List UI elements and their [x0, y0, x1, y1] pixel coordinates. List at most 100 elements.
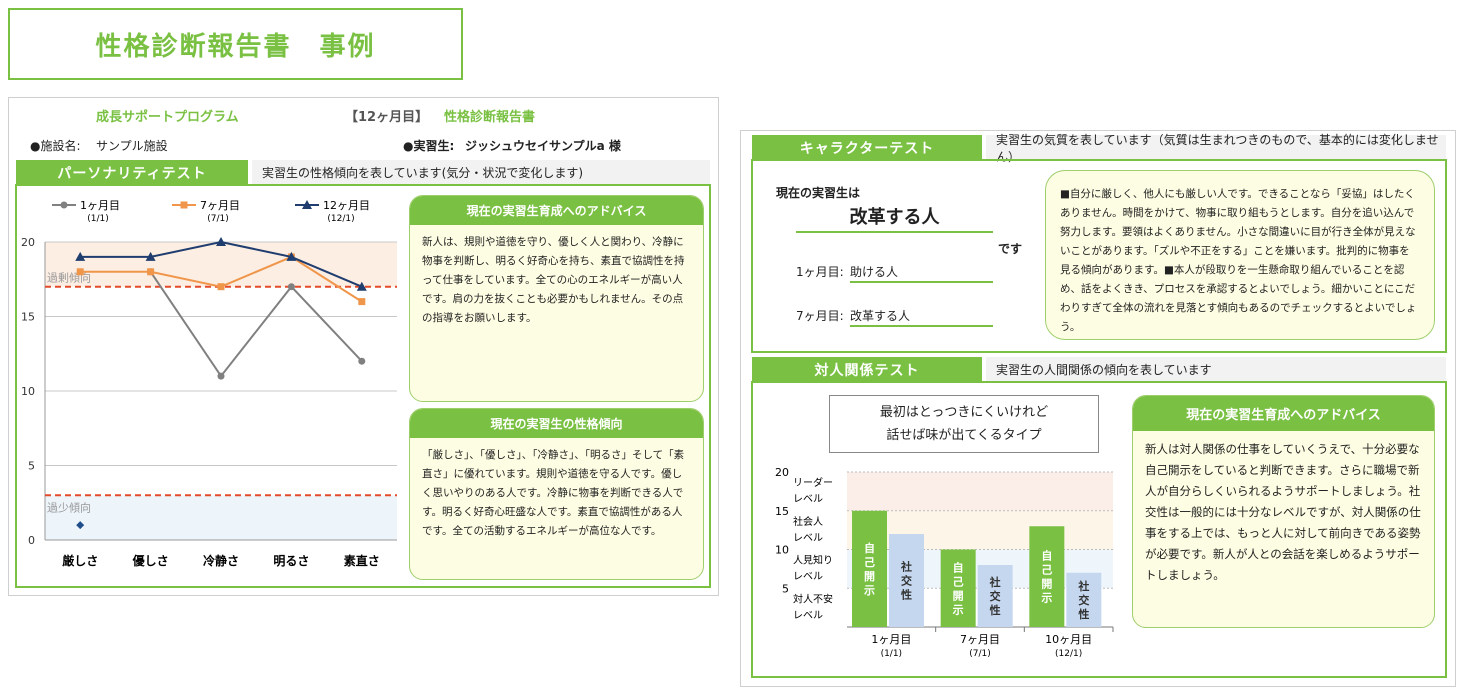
relation-advice-text: 新人は対人関係の仕事をしていくうえで、十分必要な自己開示をしていると判断できます… [1145, 442, 1421, 582]
facility-value: サンプル施設 [96, 139, 168, 153]
trait-card: 現在の実習生の性格傾向 「厳しさ」、「優しさ」、「冷静さ」、「明るさ」そして「素… [409, 408, 704, 580]
bar-label: 開 [1041, 578, 1052, 591]
month7-value: 改革する人 [850, 307, 993, 327]
legend-sublabel: (12/1) [327, 214, 354, 224]
y-tick-label: 5 [28, 460, 35, 473]
series-line-1month [149, 271, 363, 378]
page-title-box: 性格診断報告書 事例 [8, 8, 463, 80]
relation-type-line1: 最初はとっつきにくいけれど [879, 405, 1049, 420]
data-point [287, 283, 295, 291]
bar-label: 示 [952, 603, 964, 616]
data-point [147, 268, 155, 276]
data-point [145, 251, 156, 261]
bar-self-disclosure [940, 549, 976, 627]
bar-label: 社 [989, 575, 1001, 589]
level-label: レベル [793, 571, 823, 583]
relation-section [751, 381, 1447, 678]
bar-label: 示 [863, 584, 875, 597]
bar-label: 交 [901, 574, 912, 588]
x-tick-label: 明るさ [273, 554, 309, 568]
facility-label: ●施設名: [30, 139, 81, 153]
character-card: ■自分に厳しく、他人にも厳しい人です。できることなら「妥協」はしたくありません。… [1045, 170, 1435, 340]
month7-label: 7ヶ月目: [796, 309, 844, 323]
advice-card: 現在の実習生育成へのアドバイス 新人は、規則や道徳を守り、優しく人と関わり、冷静… [409, 195, 704, 402]
level-label: レベル [793, 493, 823, 505]
x-tick-sublabel: (7/1) [969, 649, 991, 659]
legend-sublabel: (1/1) [87, 214, 109, 224]
bar-label: 性 [901, 588, 912, 602]
data-point [76, 521, 85, 530]
bar-label: 開 [953, 589, 964, 602]
relation-advice-card: 現在の実習生育成へのアドバイス 新人は対人関係の仕事をしていくうえで、十分必要な… [1132, 395, 1435, 628]
x-tick-label: 冷静さ [203, 553, 239, 568]
relation-type-line2: 話せば味が出てくるタイプ [886, 428, 1042, 443]
data-point [286, 251, 297, 261]
bar-label: 己 [1041, 564, 1052, 577]
x-tick-label: 10ヶ月目 [1045, 633, 1092, 646]
trait-card-title: 現在の実習生の性格傾向 [410, 409, 703, 438]
character-card-text: ■自分に厳しく、他人にも厳しい人です。できることなら「妥協」はしたくありません。… [1060, 188, 1417, 333]
bar-self-disclosure [1029, 526, 1065, 627]
data-point [217, 372, 225, 380]
bar-label: 開 [864, 570, 875, 583]
level-label: 人見知り [793, 554, 833, 567]
character-description: 実習生の気質を表しています（気質は生まれつきのもので、基本的には変化しません） [986, 133, 1446, 164]
bar-label: 社 [1077, 579, 1089, 593]
personality-header: パーソナリティテスト [16, 160, 248, 185]
current-type: 改革する人 [796, 203, 993, 233]
x-tick-sublabel: (12/1) [1055, 649, 1082, 659]
level-label: レベル [793, 532, 823, 544]
relation-advice-title: 現在の実習生育成へのアドバイス [1133, 396, 1434, 431]
level-label: 社会人 [793, 515, 823, 528]
data-point [358, 298, 366, 306]
legend-marker [180, 201, 188, 209]
bar-label: 自 [864, 541, 875, 555]
data-point [76, 268, 84, 276]
bar-self-disclosure [852, 510, 887, 627]
y-tick-label: 15 [775, 505, 789, 518]
under-zone [45, 495, 397, 540]
level-band [847, 472, 1113, 511]
data-point [75, 251, 86, 261]
relation-description: 実習生の人間関係の傾向を表しています [986, 357, 1446, 382]
zone-over-label: 過剰傾向 [47, 271, 91, 285]
character-section [751, 159, 1447, 353]
bar-sociability [1066, 572, 1102, 627]
level-label: リーダー [793, 476, 833, 489]
advice-card-text: 新人は、規則や道徳を守り、優しく人と関わり、冷静に物事を判断し、明るく好奇心を持… [422, 236, 685, 324]
zone-under-label: 過少傾向 [47, 500, 91, 514]
character-header: キャラクターテスト [752, 135, 982, 160]
bar-label: 性 [990, 603, 1001, 617]
y-tick-label: 15 [21, 311, 35, 324]
personality-description: 実習生の性格傾向を表しています(気分・状況で変化します) [252, 160, 710, 185]
legend-label: 12ヶ月目 [323, 199, 370, 212]
y-tick-label: 5 [782, 582, 789, 595]
personality-section [15, 184, 711, 588]
page-title: 性格診断報告書 事例 [95, 31, 376, 62]
legend-sublabel: (7/1) [207, 214, 229, 224]
bar-label: 示 [1040, 592, 1052, 605]
y-tick-label: 20 [21, 236, 35, 249]
bar-label: 己 [864, 556, 875, 569]
bar-label: 性 [1078, 607, 1089, 621]
program-name: 成長サポートプログラム [96, 110, 239, 125]
data-point [216, 237, 226, 246]
bar-label: 交 [1078, 593, 1089, 607]
bar-label: 交 [990, 589, 1001, 603]
x-tick-label: 1ヶ月目 [871, 633, 911, 646]
y-tick-label: 0 [28, 534, 35, 547]
advice-card-title: 現在の実習生育成へのアドバイス [410, 196, 703, 225]
level-label: 対人不安 [793, 592, 833, 605]
x-tick-label: 厳しさ [62, 553, 98, 568]
bar-label: 社 [900, 560, 912, 574]
bar-sociability [889, 534, 924, 627]
desu-text: です [998, 242, 1023, 256]
x-tick-label: 優しさ [132, 553, 169, 568]
data-point [358, 357, 366, 365]
bar-label: 自 [953, 560, 964, 574]
legend-label: 7ヶ月目 [200, 199, 240, 212]
relation-type-box: 最初はとっつきにくいけれど 話せば味が出てくるタイプ [829, 395, 1099, 453]
report-title-bracket: 【12ヶ月目】 [345, 110, 429, 125]
data-point [356, 281, 367, 291]
